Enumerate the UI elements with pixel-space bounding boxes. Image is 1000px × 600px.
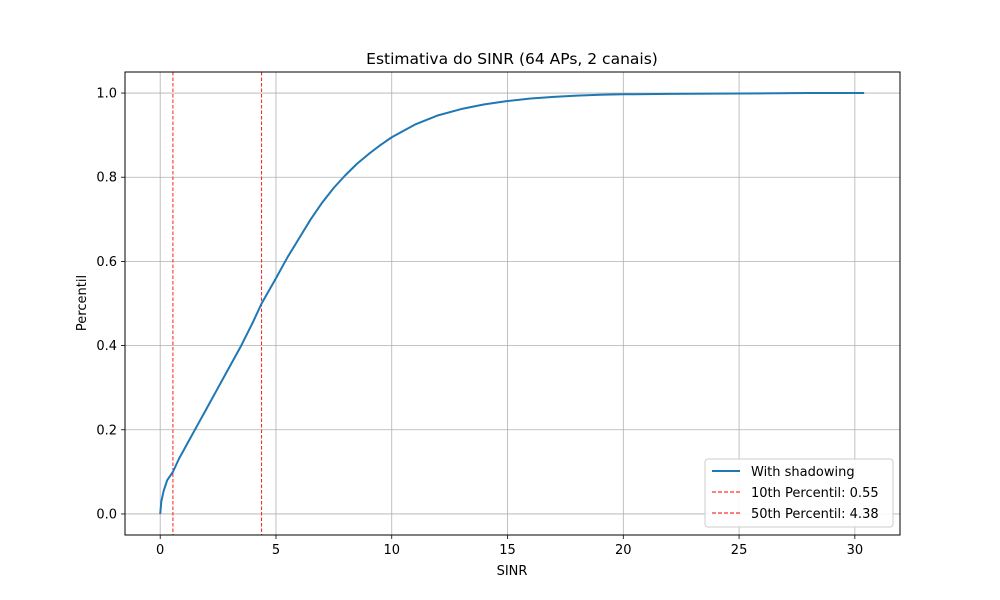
legend-label-10th-percentil: 10th Percentil: 0.55 (751, 486, 879, 501)
series-lines (159, 92, 865, 515)
x-tick-label: 10 (383, 543, 400, 558)
axis-ticks: 0 5 10 15 20 25 30 0.0 0.2 0.4 0.6 0.8 1.0 (96, 87, 863, 558)
grid (125, 72, 900, 535)
x-tick-label: 5 (272, 543, 280, 558)
legend-label-50th-percentil: 50th Percentil: 4.38 (751, 507, 879, 522)
y-tick-label: 0.0 (96, 507, 117, 522)
y-tick-label: 0.2 (96, 423, 117, 438)
y-axis-label: Percentil (75, 275, 90, 331)
x-tick-label: 20 (615, 543, 632, 558)
series-line-with-shadowing (159, 92, 865, 515)
legend-label-with-shadowing: With shadowing (751, 465, 855, 480)
chart-title: Estimativa do SINR (64 APs, 2 canais) (366, 50, 658, 68)
y-tick-label: 0.4 (96, 339, 117, 354)
x-axis-label: SINR (497, 564, 528, 579)
plot-frame (124, 71, 901, 536)
legend: With shadowing 10th Percentil: 0.55 50th… (704, 458, 894, 528)
y-tick-label: 0.8 (96, 171, 117, 186)
x-tick-label: 30 (847, 543, 864, 558)
y-tick-label: 1.0 (96, 87, 117, 102)
x-tick-label: 15 (499, 543, 516, 558)
y-tick-label: 0.6 (96, 255, 117, 270)
x-tick-label: 0 (156, 543, 164, 558)
legend-box (704, 458, 894, 528)
x-tick-label: 25 (731, 543, 748, 558)
